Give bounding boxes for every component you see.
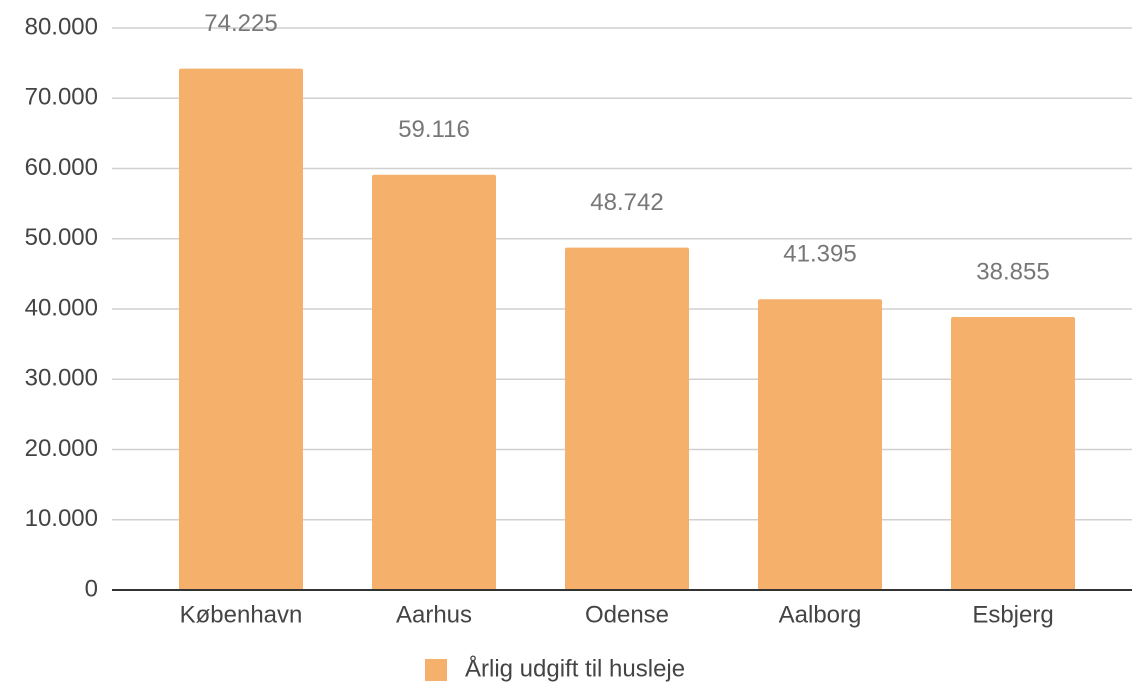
value-label: 74.225 <box>204 10 277 37</box>
legend-swatch <box>425 659 447 681</box>
y-tick-label: 70.000 <box>25 84 98 111</box>
y-tick-label: 0 <box>85 575 98 602</box>
value-label: 38.855 <box>976 258 1049 285</box>
y-tick-label: 60.000 <box>25 154 98 181</box>
x-tick-label: København <box>180 601 303 628</box>
bar <box>372 174 496 591</box>
x-tick-label: Aalborg <box>779 601 862 628</box>
bar <box>179 68 303 590</box>
x-tick-label: Odense <box>585 601 669 628</box>
bar <box>758 299 882 590</box>
y-tick-label: 10.000 <box>25 505 98 532</box>
x-tick-label: Esbjerg <box>972 601 1053 628</box>
bar <box>951 317 1075 590</box>
value-label: 41.395 <box>783 241 856 268</box>
legend-label: Årlig udgift til husleje <box>465 654 685 682</box>
value-label: 48.742 <box>590 189 663 216</box>
y-tick-label: 80.000 <box>25 13 98 40</box>
y-tick-label: 20.000 <box>25 435 98 462</box>
y-tick-label: 50.000 <box>25 224 98 251</box>
x-tick-label: Aarhus <box>396 601 472 628</box>
y-tick-label: 40.000 <box>25 294 98 321</box>
bar <box>565 247 689 590</box>
value-label: 59.116 <box>398 116 470 143</box>
y-tick-label: 30.000 <box>25 365 98 392</box>
